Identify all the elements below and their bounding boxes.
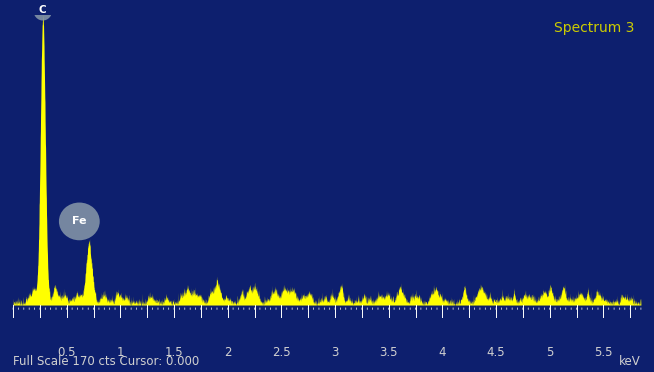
- Text: C: C: [39, 5, 46, 15]
- Text: 2.5: 2.5: [272, 346, 290, 359]
- Text: 5: 5: [546, 346, 553, 359]
- Text: Full Scale 170 cts Cursor: 0.000: Full Scale 170 cts Cursor: 0.000: [13, 355, 199, 368]
- Text: 4.5: 4.5: [487, 346, 506, 359]
- Text: Fe: Fe: [72, 217, 86, 227]
- Text: 1.5: 1.5: [165, 346, 183, 359]
- Text: 3: 3: [332, 346, 339, 359]
- Ellipse shape: [59, 202, 99, 240]
- Text: 2: 2: [224, 346, 232, 359]
- Ellipse shape: [33, 0, 52, 20]
- Text: keV: keV: [619, 355, 641, 368]
- Text: 0.5: 0.5: [58, 346, 76, 359]
- Text: 4: 4: [439, 346, 446, 359]
- Text: Spectrum 3: Spectrum 3: [555, 21, 634, 35]
- Text: 5.5: 5.5: [594, 346, 613, 359]
- Text: 3.5: 3.5: [379, 346, 398, 359]
- Text: 1: 1: [116, 346, 124, 359]
